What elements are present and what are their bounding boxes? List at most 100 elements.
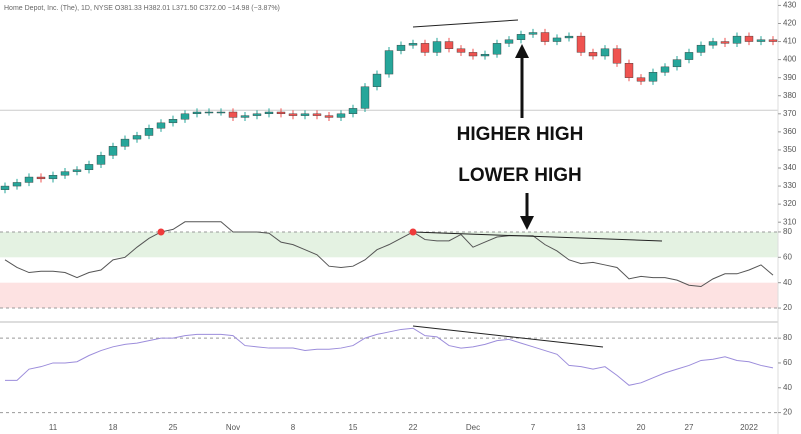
candle-body	[216, 111, 226, 114]
candle-body	[564, 35, 574, 39]
y-tick-label: 60	[783, 358, 792, 367]
candle-body	[636, 77, 646, 82]
x-tick-label: Dec	[466, 423, 480, 432]
candle-body	[156, 122, 166, 129]
line-series	[5, 327, 774, 386]
candle-body	[36, 176, 46, 180]
candle-body	[768, 39, 778, 42]
candle-body	[528, 32, 538, 35]
candle-body	[348, 108, 358, 115]
y-tick-label: 380	[783, 91, 797, 100]
candle-body	[444, 41, 454, 49]
candle-body	[60, 171, 70, 176]
y-tick-label: 400	[783, 55, 797, 64]
x-tick-label: 11	[49, 423, 58, 432]
candle-body	[408, 43, 418, 46]
candle-body	[384, 50, 394, 75]
candle-body	[312, 113, 322, 116]
y-tick-label: 430	[783, 1, 797, 10]
y-tick-label: 310	[783, 217, 797, 226]
x-tick-label: 18	[109, 423, 118, 432]
candle-body	[360, 86, 370, 109]
candle-body	[108, 146, 118, 156]
candle-body	[144, 128, 154, 136]
candle-body	[168, 119, 178, 124]
trend-line	[412, 325, 604, 348]
trend-line	[412, 19, 519, 28]
arrow-head	[515, 44, 529, 58]
candle-body	[468, 52, 478, 57]
candle-body	[276, 111, 286, 115]
candle-body	[72, 169, 82, 172]
candle-body	[516, 34, 526, 40]
candle-body	[12, 182, 22, 187]
y-tick-label: 350	[783, 145, 797, 154]
candle-body	[252, 113, 262, 116]
candle-body	[696, 44, 706, 53]
y-tick-label: 370	[783, 109, 797, 118]
candle-body	[132, 135, 142, 140]
candle-body	[180, 113, 190, 120]
candle-body	[240, 115, 250, 118]
y-tick-label: 420	[783, 19, 797, 28]
candle-body	[300, 113, 310, 116]
y-tick-label: 60	[783, 252, 792, 261]
candle-body	[432, 41, 442, 53]
candle-body	[0, 185, 10, 190]
y-tick-label: 390	[783, 73, 797, 82]
y-tick-label: 40	[783, 278, 792, 287]
y-tick-label: 330	[783, 181, 797, 190]
x-tick-label: 27	[685, 423, 694, 432]
candle-body	[120, 138, 130, 147]
candle-body	[456, 48, 466, 53]
y-tick-label: 40	[783, 383, 792, 392]
candle-body	[204, 111, 214, 114]
x-tick-label: Nov	[226, 423, 240, 432]
candle-body	[396, 44, 406, 51]
arrow-head	[520, 216, 534, 230]
candle-body	[492, 43, 502, 55]
candle-body	[372, 73, 382, 87]
candle-body	[576, 35, 586, 53]
candle-body	[288, 113, 298, 116]
candle-body	[480, 53, 490, 57]
peak-dot	[409, 228, 417, 236]
plot	[0, 28, 778, 386]
x-tick-label: 25	[169, 423, 178, 432]
y-tick-label: 80	[783, 333, 792, 342]
candle-body	[96, 155, 106, 165]
candle-body	[192, 111, 202, 115]
candle-body	[600, 48, 610, 57]
x-tick-label: 20	[637, 423, 646, 432]
candle-body	[324, 115, 334, 118]
x-tick-label: 13	[577, 423, 586, 432]
trend-line	[412, 231, 663, 242]
x-tick-label: 7	[531, 423, 536, 432]
candle-body	[708, 41, 718, 46]
candle-body	[720, 41, 730, 44]
candle-body	[540, 32, 550, 42]
candle-body	[732, 35, 742, 44]
candle-body	[588, 52, 598, 57]
y-tick-label: 360	[783, 127, 797, 136]
candle-body	[228, 111, 238, 118]
y-tick-label: 80	[783, 227, 792, 236]
candle-body	[504, 39, 514, 44]
candle-body	[684, 52, 694, 60]
zone-band	[0, 282, 778, 309]
candle-body	[420, 43, 430, 53]
x-tick-label: 22	[409, 423, 418, 432]
x-tick-label: 8	[291, 423, 296, 432]
annotation: HIGHER HIGH	[457, 124, 584, 145]
x-tick-label: 2022	[740, 423, 758, 432]
candle-body	[552, 37, 562, 42]
line-series	[4, 221, 774, 288]
candle-body	[24, 176, 34, 183]
y-tick-label: 20	[783, 408, 792, 417]
candle-body	[624, 63, 634, 78]
y-tick-label: 320	[783, 199, 797, 208]
y-tick-label: 340	[783, 163, 797, 172]
candle-body	[756, 39, 766, 42]
